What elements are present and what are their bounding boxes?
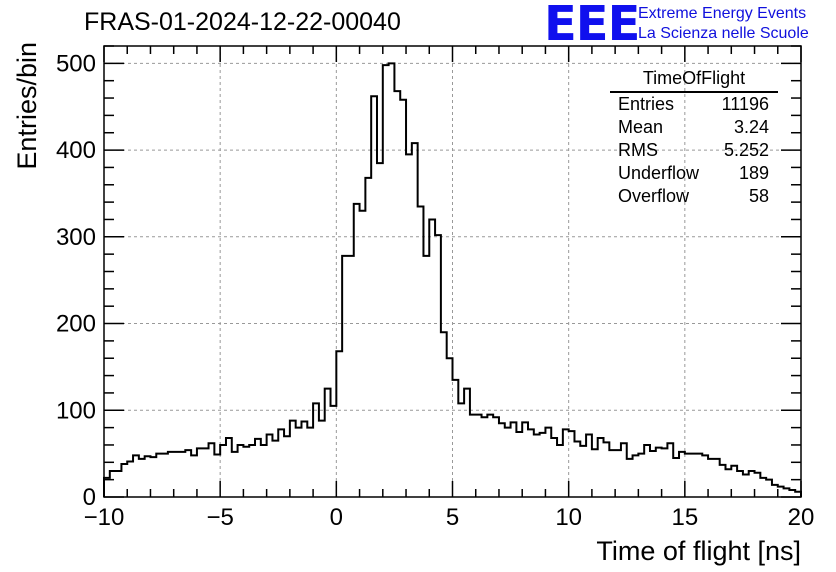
x-tick-label: 20 — [788, 504, 815, 531]
brand-line-1: Extreme Energy Events — [638, 5, 807, 22]
stats-label: RMS — [618, 140, 658, 160]
eee-brand-text: Extreme Energy Events La Scienza nelle S… — [638, 4, 809, 44]
stats-row-overflow: Overflow 58 — [610, 185, 778, 208]
chart-title: FRAS-01-2024-12-22-00040 — [84, 8, 401, 36]
stats-row-rms: RMS 5.252 — [610, 139, 778, 162]
y-tick-label: 200 — [56, 311, 96, 338]
y-tick-label: 0 — [83, 484, 96, 511]
stats-label: Entries — [618, 94, 675, 114]
brand-line-2: La Scienza nelle Scuole — [638, 25, 809, 42]
y-tick-label: 300 — [56, 224, 96, 251]
y-tick-label: 100 — [56, 397, 96, 424]
x-tick-label: 15 — [671, 504, 698, 531]
stats-row-mean: Mean 3.24 — [610, 116, 778, 139]
stats-label: Overflow — [618, 186, 690, 206]
x-axis-label: Time of flight [ns] — [596, 536, 801, 566]
stats-value: 11196 — [721, 94, 769, 114]
stats-label: Mean — [618, 117, 664, 137]
x-tick-label: 5 — [446, 504, 459, 531]
x-tick-label: 0 — [330, 504, 343, 531]
stats-value: 189 — [738, 163, 769, 183]
stats-row-entries: Entries 11196 — [610, 93, 778, 116]
x-tick-label: −10 — [84, 504, 125, 531]
y-tick-label: 500 — [56, 50, 96, 77]
stats-value: 58 — [748, 186, 769, 206]
eee-logo: EEE — [544, 0, 640, 52]
x-tick-label: −5 — [206, 504, 233, 531]
y-tick-label: 400 — [56, 137, 96, 164]
y-axis-label: Entries/bin — [12, 42, 42, 170]
stats-value: 3.24 — [733, 117, 769, 137]
stats-row-underflow: Underflow 189 — [610, 162, 778, 185]
stats-title: TimeOfFlight — [610, 66, 778, 93]
histogram-series — [103, 62, 802, 497]
stats-box: TimeOfFlight Entries 11196 Mean 3.24 RMS… — [610, 66, 778, 208]
stats-label: Underflow — [618, 163, 700, 183]
x-tick-label: 10 — [555, 504, 582, 531]
stats-value: 5.252 — [723, 140, 769, 160]
